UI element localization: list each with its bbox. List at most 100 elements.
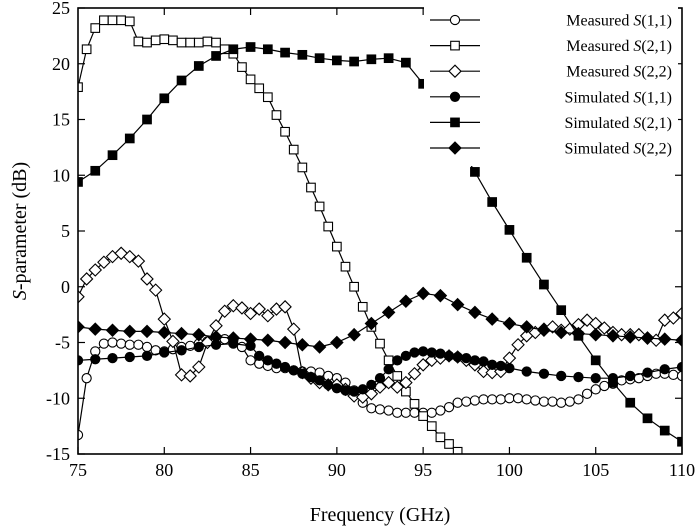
legend-label: Measured S(2,1) xyxy=(566,38,672,55)
data-point xyxy=(435,432,446,443)
data-point xyxy=(399,375,413,390)
data-point xyxy=(556,370,567,382)
data-point xyxy=(478,394,489,405)
y-tick-label: 25 xyxy=(52,0,70,18)
data-point xyxy=(364,316,379,331)
data-point xyxy=(98,338,110,349)
data-point xyxy=(383,364,394,375)
legend-marker xyxy=(449,91,461,102)
data-point xyxy=(443,402,455,413)
legend-marker xyxy=(450,40,460,51)
data-point xyxy=(511,337,525,352)
y-tick-label: -15 xyxy=(46,444,70,464)
data-point xyxy=(278,300,292,314)
data-point xyxy=(90,354,101,365)
data-point xyxy=(400,350,412,362)
data-point xyxy=(469,355,481,366)
data-point xyxy=(452,351,463,363)
x-tick-label: 80 xyxy=(155,460,173,480)
data-point xyxy=(588,327,603,342)
data-point xyxy=(131,254,146,268)
data-point xyxy=(452,397,463,408)
data-point xyxy=(340,385,351,396)
data-point xyxy=(340,261,351,272)
data-point xyxy=(297,162,308,173)
data-point xyxy=(288,144,299,155)
data-point xyxy=(280,47,290,58)
legend: Measured S(1,1) Measured S(2,1) Measured S… xyxy=(424,6,678,166)
data-point xyxy=(116,15,126,26)
data-point xyxy=(590,373,601,384)
data-point xyxy=(81,44,92,55)
legend-label: Measured S(1,1) xyxy=(566,13,672,30)
data-point xyxy=(297,49,308,60)
y-tick-label: -5 xyxy=(55,333,70,353)
data-point xyxy=(487,359,498,370)
data-point xyxy=(237,62,247,72)
data-point xyxy=(435,405,446,416)
data-point xyxy=(659,364,670,375)
legend-entry: Simulated S(1,1) xyxy=(430,89,672,106)
data-point xyxy=(450,297,465,312)
data-point xyxy=(409,407,420,418)
data-point xyxy=(288,365,299,376)
data-point xyxy=(468,305,482,320)
data-point xyxy=(79,272,94,286)
legend-label-prefix: Measured xyxy=(566,64,633,81)
data-point xyxy=(226,331,241,345)
data-point xyxy=(504,362,515,374)
data-point xyxy=(375,338,385,349)
data-point xyxy=(209,330,223,344)
series-measured-s-1-1 xyxy=(78,334,682,441)
data-point xyxy=(261,333,275,348)
data-point xyxy=(599,380,610,392)
data-point xyxy=(331,383,343,394)
data-point xyxy=(88,322,103,336)
data-point xyxy=(676,370,682,382)
data-point xyxy=(538,396,550,407)
data-point xyxy=(286,322,301,336)
data-point xyxy=(349,281,359,292)
data-point xyxy=(261,308,275,323)
data-point xyxy=(392,355,403,366)
y-axis-title-rest: -parameter (dB) xyxy=(9,162,31,290)
data-point xyxy=(193,341,204,353)
data-point xyxy=(348,386,360,397)
data-point xyxy=(252,302,266,316)
data-point xyxy=(107,337,118,348)
data-point xyxy=(539,279,549,290)
data-point xyxy=(217,304,232,319)
data-point xyxy=(581,388,593,399)
data-point xyxy=(390,380,405,394)
data-point xyxy=(243,306,258,321)
data-point xyxy=(142,114,152,125)
legend-entry: Simulated S(2,1) xyxy=(430,115,672,132)
data-point xyxy=(124,351,135,363)
x-tick-label: 90 xyxy=(328,460,346,480)
legend-entry: Measured S(2,2) xyxy=(430,64,672,81)
legend-marker xyxy=(450,117,460,128)
data-point xyxy=(305,371,317,383)
data-point xyxy=(519,320,534,334)
data-point xyxy=(416,358,430,372)
data-point xyxy=(150,35,161,46)
legend-label: Measured S(2,2) xyxy=(566,64,672,81)
data-point xyxy=(383,355,394,366)
series-simulated-s-1-1 xyxy=(78,338,682,397)
data-point xyxy=(485,312,499,326)
data-point xyxy=(657,332,672,346)
data-point xyxy=(374,404,386,415)
data-point xyxy=(623,330,638,344)
data-point xyxy=(426,421,437,431)
data-point xyxy=(323,221,334,232)
data-point xyxy=(157,312,172,326)
data-point xyxy=(642,367,653,378)
data-point xyxy=(487,394,498,405)
legend-label-suffix: (2,2) xyxy=(641,64,672,81)
legend-marker xyxy=(449,14,461,26)
data-point xyxy=(418,411,428,421)
data-point xyxy=(470,167,480,177)
data-point xyxy=(407,366,422,381)
data-point xyxy=(312,340,327,354)
